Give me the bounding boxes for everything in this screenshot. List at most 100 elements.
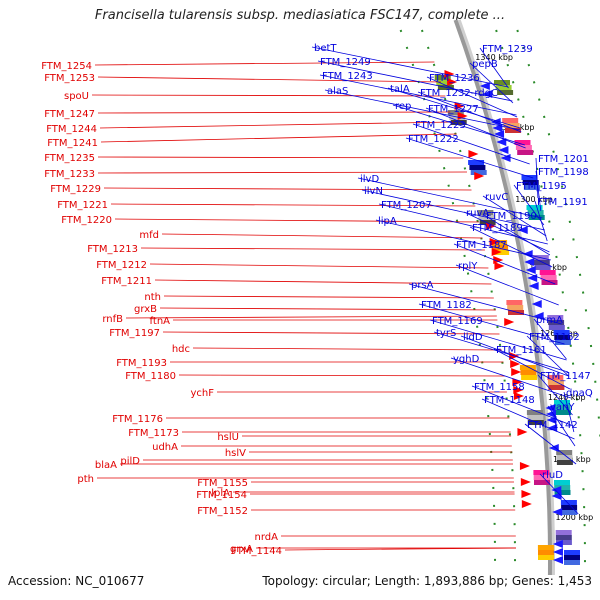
left-gene-label[interactable]: FTM_1212 <box>96 260 147 271</box>
gene-arrow[interactable] <box>552 508 563 516</box>
right-gene-label[interactable]: vanY <box>550 402 575 413</box>
right-gene-label[interactable]: FTM_1207 <box>381 200 432 211</box>
gene-block[interactable] <box>527 415 544 420</box>
gene-arrow[interactable] <box>552 556 563 564</box>
gene-block[interactable] <box>497 90 514 95</box>
gene-block[interactable] <box>469 165 486 170</box>
left-gene-label[interactable]: udhA <box>152 442 178 453</box>
left-gene-label[interactable]: FTM_1244 <box>46 124 97 135</box>
gene-block[interactable] <box>521 375 538 380</box>
gene-block[interactable] <box>533 470 550 475</box>
gene-block[interactable] <box>547 375 564 380</box>
gene-arrow[interactable] <box>500 154 511 162</box>
genome-backbone[interactable] <box>453 19 552 575</box>
right-gene-label[interactable]: FTM_1249 <box>320 57 371 68</box>
gene-block[interactable] <box>554 480 570 485</box>
right-gene-label[interactable]: FTM_1187 <box>456 240 507 251</box>
gene-block[interactable] <box>494 80 510 85</box>
gene-block[interactable] <box>526 205 543 210</box>
gene-block[interactable] <box>555 530 572 535</box>
gene-arrow[interactable] <box>520 478 531 486</box>
right-gene-label[interactable]: lipA <box>378 216 397 227</box>
gene-arrow[interactable] <box>479 82 490 90</box>
gene-block[interactable] <box>541 280 558 285</box>
gene-block[interactable] <box>548 325 565 330</box>
gene-arrow[interactable] <box>494 130 505 138</box>
left-gene-label[interactable]: FTM_1152 <box>197 506 248 517</box>
gene-block[interactable] <box>561 510 578 515</box>
gene-block[interactable] <box>493 250 510 255</box>
gene-block[interactable] <box>533 475 550 480</box>
left-gene-label[interactable]: FTM_1180 <box>125 371 176 382</box>
left-gene-label[interactable]: grxB <box>134 304 157 315</box>
left-gene-label[interactable]: FTM_1176 <box>112 414 163 425</box>
gene-block[interactable] <box>538 550 554 555</box>
right-gene-label[interactable]: FTM_1189 <box>472 223 523 234</box>
left-gene-label[interactable]: blaA <box>95 460 117 471</box>
gene-block[interactable] <box>507 305 524 310</box>
right-gene-label[interactable]: dnaQ <box>566 388 593 399</box>
gene-block[interactable] <box>447 110 464 115</box>
gene-block[interactable] <box>495 85 512 90</box>
gene-block[interactable] <box>564 555 580 560</box>
right-gene-label[interactable]: FTM_1191 <box>537 197 588 208</box>
right-gene-label[interactable]: rluD <box>542 470 563 481</box>
gene-arrow[interactable] <box>513 392 524 400</box>
gene-arrow[interactable] <box>489 238 500 246</box>
gene-arrow[interactable] <box>493 256 504 264</box>
right-gene-label[interactable]: FTM_1201 <box>538 154 589 165</box>
gene-block[interactable] <box>556 455 573 460</box>
right-gene-label[interactable]: rep <box>395 101 411 112</box>
gene-block[interactable] <box>506 300 523 305</box>
gene-arrow[interactable] <box>545 404 556 412</box>
right-gene-label[interactable]: yghD <box>453 354 480 365</box>
right-gene-label[interactable]: talA <box>390 84 410 95</box>
left-gene-label[interactable]: FTM_1220 <box>61 215 112 226</box>
gene-block[interactable] <box>527 210 544 215</box>
gene-arrow[interactable] <box>545 410 556 418</box>
left-gene-label[interactable]: lplA <box>211 488 230 499</box>
gene-block[interactable] <box>555 340 571 345</box>
left-gene-label[interactable]: FTM_1213 <box>87 244 138 255</box>
gene-arrow[interactable] <box>528 282 539 290</box>
gene-arrow[interactable] <box>552 548 563 556</box>
left-gene-label[interactable]: ychF <box>190 388 214 399</box>
right-gene-label[interactable]: FTM_1182 <box>421 300 472 311</box>
left-gene-label[interactable]: FTM_1155 <box>197 478 248 489</box>
left-gene-label[interactable]: FTM_1233 <box>44 169 95 180</box>
gene-block[interactable] <box>522 180 539 185</box>
left-gene-label[interactable]: FTM_1247 <box>44 109 95 120</box>
left-gene-label[interactable]: pth <box>77 474 94 485</box>
left-gene-label[interactable]: FTM_1235 <box>44 153 95 164</box>
gene-block[interactable] <box>548 385 565 390</box>
gene-block[interactable] <box>560 500 577 505</box>
gene-block[interactable] <box>449 115 466 120</box>
gene-arrow[interactable] <box>494 262 505 270</box>
gene-arrow[interactable] <box>474 172 485 180</box>
right-gene-label[interactable]: FTM_1198 <box>538 167 589 178</box>
right-gene-label[interactable]: FTM_1158 <box>474 382 525 393</box>
gene-block[interactable] <box>539 270 556 275</box>
right-gene-label[interactable]: FTM_1161 <box>496 345 547 356</box>
left-gene-label[interactable]: hdc <box>172 344 190 355</box>
right-gene-label[interactable]: prsA <box>411 280 434 291</box>
left-gene-label[interactable]: ftnA <box>150 316 171 327</box>
right-gene-label[interactable]: FTM_1142 <box>527 420 578 431</box>
gene-block[interactable] <box>538 555 554 560</box>
gene-block[interactable] <box>517 150 534 155</box>
gene-block[interactable] <box>555 410 571 415</box>
gene-arrow[interactable] <box>533 312 544 320</box>
left-gene-label[interactable]: hslU <box>217 432 239 443</box>
gene-arrow[interactable] <box>521 500 532 508</box>
gene-arrow[interactable] <box>491 248 502 256</box>
gene-block[interactable] <box>534 480 550 485</box>
right-gene-label[interactable]: rplY <box>458 261 478 272</box>
right-gene-label[interactable]: alaS <box>327 86 348 97</box>
gene-block[interactable] <box>547 380 564 385</box>
right-gene-label[interactable]: ilvD <box>360 174 379 185</box>
gene-block[interactable] <box>555 540 572 545</box>
right-gene-label[interactable]: lldD <box>463 332 483 343</box>
gene-block[interactable] <box>508 310 524 315</box>
gene-block[interactable] <box>554 490 571 495</box>
